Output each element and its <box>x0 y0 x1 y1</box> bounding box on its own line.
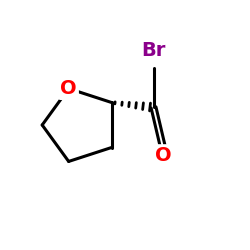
Text: O: O <box>155 146 172 165</box>
Text: Br: Br <box>141 41 166 60</box>
Text: O: O <box>60 79 77 98</box>
